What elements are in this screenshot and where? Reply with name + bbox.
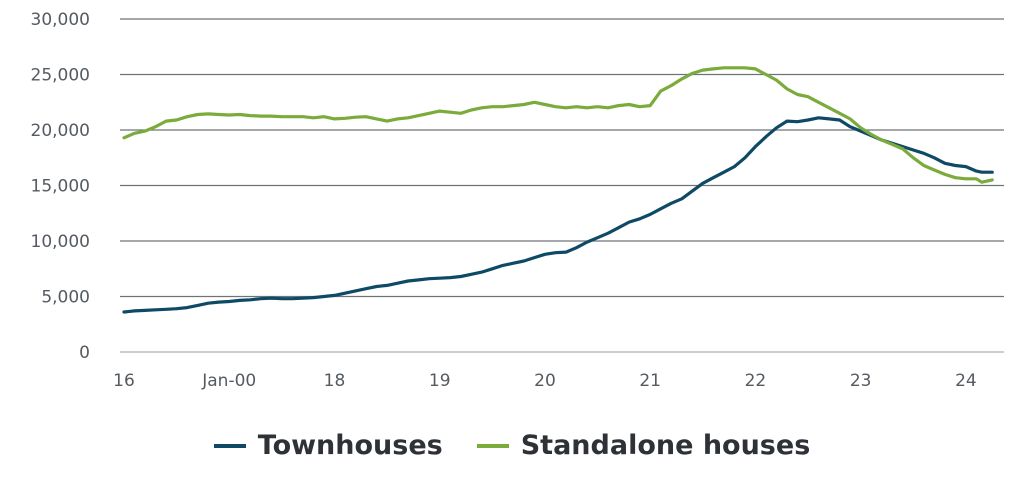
legend-item-townhouses: Townhouses: [213, 430, 443, 461]
x-tick-label: Jan-00: [201, 371, 256, 391]
y-tick-label: 25,000: [31, 66, 90, 86]
legend-item-standalone-houses: Standalone houses: [476, 430, 811, 461]
y-tick-label: 15,000: [31, 177, 90, 197]
x-tick-label: 24: [955, 371, 977, 391]
y-tick-label: 10,000: [31, 232, 90, 252]
x-tick-label: 22: [745, 371, 767, 391]
line-chart: 0 5,000 10,000 15,000 20,000 25,000 30,000 16 J…: [31, 10, 1004, 391]
legend-swatch-townhouses: [213, 443, 246, 448]
x-tick-label: 19: [429, 371, 451, 391]
series-lines: [122, 66, 994, 314]
y-tick-label: 0: [79, 343, 90, 363]
x-tick-label: 20: [534, 371, 556, 391]
series-line-townhouses: [122, 116, 994, 314]
x-tick-label: 21: [639, 371, 661, 391]
x-tick-label: 23: [850, 371, 872, 391]
gridlines: [120, 18, 1004, 353]
legend-swatch-standalone-houses: [476, 443, 509, 448]
legend: Townhouses Standalone houses: [0, 430, 1024, 461]
x-axis-tick-labels: 16 Jan-00 18 19 20 21 22 23 24: [113, 371, 977, 391]
y-tick-label: 5,000: [41, 288, 90, 308]
x-tick-label: 18: [324, 371, 346, 391]
y-axis-tick-labels: 0 5,000 10,000 15,000 20,000 25,000 30,000: [31, 10, 90, 363]
x-tick-label: 16: [113, 371, 135, 391]
y-tick-label: 30,000: [31, 10, 90, 30]
legend-label-standalone-houses: Standalone houses: [520, 430, 811, 461]
legend-label-townhouses: Townhouses: [257, 430, 443, 461]
series-line-standalone-houses: [122, 66, 994, 184]
y-tick-label: 20,000: [31, 121, 90, 141]
